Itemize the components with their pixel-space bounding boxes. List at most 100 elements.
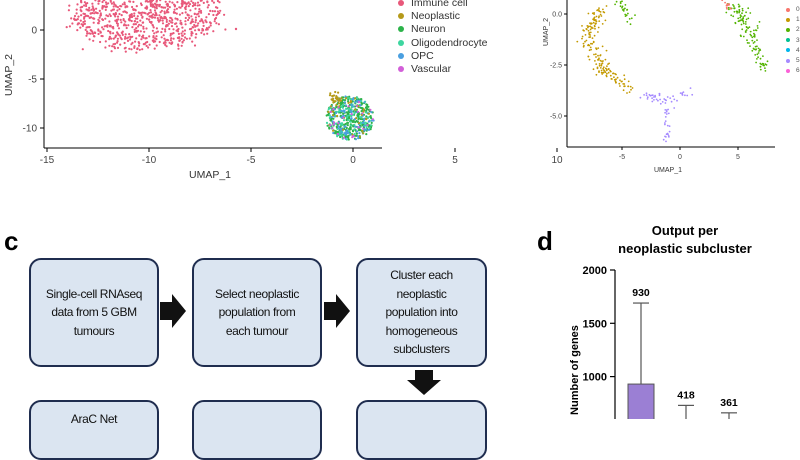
umap-left-point (357, 122, 360, 125)
umap-left-point (365, 103, 368, 106)
umap-left-point (200, 31, 203, 34)
umap-left-point (176, 36, 179, 40)
umap-right-point (600, 15, 603, 17)
umap-right-point (604, 19, 607, 22)
umap-right-point (606, 72, 608, 75)
umap-left-point (194, 16, 197, 19)
umap-left-point (164, 0, 167, 3)
umap-left-xtick-label: 0 (350, 155, 356, 166)
umap-left-point (350, 111, 353, 114)
umap-left-point (153, 16, 157, 19)
umap-right-point (738, 10, 741, 13)
umap-left-point (145, 44, 148, 48)
umap-left-point (351, 100, 354, 103)
umap-right-point (597, 58, 600, 61)
umap-left-point (148, 20, 151, 23)
umap-right-point (605, 49, 608, 52)
umap-left-point (176, 0, 179, 4)
umap-left-point (196, 1, 200, 4)
umap-left-point (145, 27, 148, 30)
umap-left-point (341, 123, 344, 127)
umap-left-point (168, 27, 171, 31)
umap-left-point (342, 119, 346, 122)
umap-left-point (161, 17, 164, 20)
umap-right-point (594, 19, 597, 21)
umap-left-point (80, 0, 83, 2)
umap-left-point (340, 105, 343, 108)
umap-left-point (337, 122, 340, 125)
umap-left-point (139, 30, 142, 33)
umap-left-point (163, 10, 166, 13)
flow-arrow-2 (324, 294, 350, 328)
umap-left-point (349, 127, 352, 130)
umap-right-point (728, 8, 730, 11)
umap-left-point (345, 129, 348, 132)
umap-left-point (218, 1, 221, 4)
umap-left-point (194, 29, 197, 32)
umap-right-point (629, 85, 632, 88)
umap-left-point (108, 20, 111, 23)
umap-left-point (109, 24, 112, 27)
umap-right-point (649, 94, 652, 97)
umap-right-point (587, 12, 590, 15)
umap-right-point (616, 76, 619, 79)
umap-left-point (109, 14, 112, 18)
umap-right-point (664, 109, 667, 111)
umap-left-point (144, 0, 147, 3)
umap-left-point (352, 105, 355, 108)
umap-left-point (340, 116, 343, 119)
umap-left-point (350, 103, 353, 107)
umap-left-point (332, 97, 335, 100)
umap-right-point (595, 48, 598, 51)
umap-left-point (361, 129, 364, 132)
umap-left-point (367, 105, 370, 108)
umap-left-point (188, 3, 192, 6)
umap-right-point (600, 64, 603, 67)
umap-right-point (584, 34, 587, 36)
umap-left-point (133, 12, 136, 15)
umap-left-point (79, 9, 82, 12)
umap-left-point (352, 135, 355, 138)
umap-left-point (91, 5, 94, 8)
umap-left-point (164, 39, 167, 42)
umap-right-point (586, 25, 589, 27)
umap-left-point (347, 130, 350, 133)
umap-left-point (115, 22, 119, 25)
umap-left-point (183, 29, 187, 32)
umap-left-point (199, 9, 203, 13)
umap-left-point (163, 15, 166, 18)
umap-right-point (747, 27, 749, 30)
umap-left-point (367, 128, 370, 131)
umap-right-point (757, 56, 759, 59)
umap-left-point (338, 109, 341, 112)
umap-right-point (623, 78, 626, 81)
umap-left-point (362, 127, 365, 130)
umap-left-point (187, 5, 190, 8)
umap-left-point (370, 124, 373, 127)
umap-left-point (85, 14, 88, 17)
umap-right-point (592, 41, 595, 44)
umap-left-point (339, 99, 343, 102)
umap-left-point (128, 38, 132, 41)
umap-right-point (581, 37, 583, 40)
umap-left-point (113, 3, 116, 6)
umap-right-point (749, 30, 752, 33)
umap-left-point (214, 6, 218, 9)
umap-left-point (152, 35, 155, 38)
umap-left-point (152, 13, 155, 16)
umap-right-point (589, 28, 592, 31)
umap-left-point (197, 15, 200, 18)
umap-left-point (331, 127, 334, 130)
umap-left-point (143, 43, 146, 46)
umap-left-point (116, 6, 119, 9)
umap-left-point (68, 25, 71, 28)
umap-right-point (752, 47, 755, 50)
umap-left-point (352, 120, 355, 123)
umap-left-point (347, 105, 350, 108)
umap-right-point (589, 25, 592, 28)
umap-left-point (175, 12, 178, 15)
umap-left-point (365, 115, 368, 118)
umap-right-point (749, 45, 751, 47)
umap-left-point (209, 9, 212, 12)
umap-right-point (751, 49, 754, 52)
